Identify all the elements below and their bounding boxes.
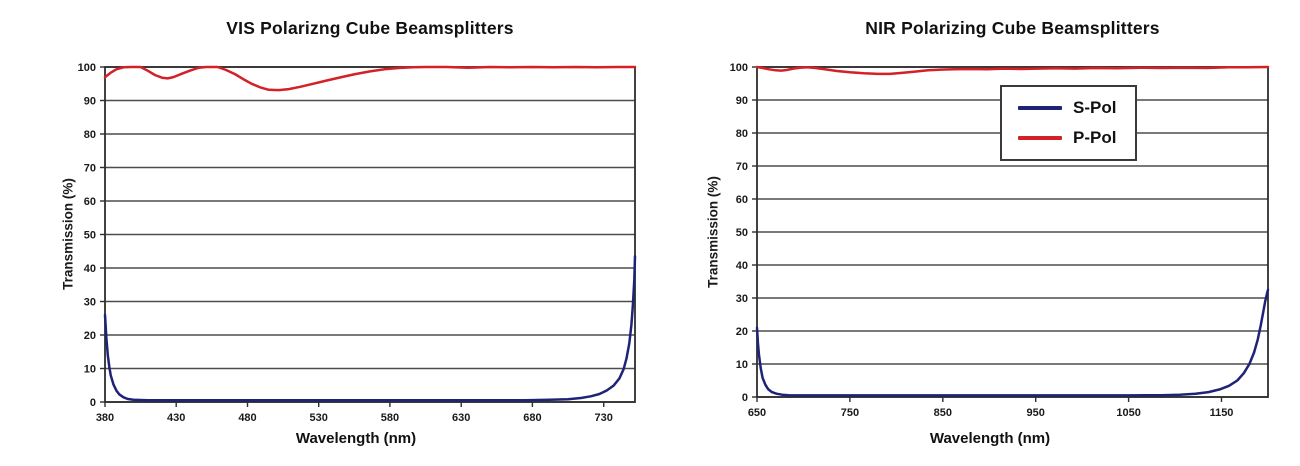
y-tick-label: 20 — [84, 330, 96, 342]
nir-plot-area: 0 10 20 30 40 50 60 70 80 90 100 650 750 850 950 1050 11… — [730, 62, 1270, 419]
x-tick-label: 650 — [748, 407, 766, 419]
y-tick-label: 10 — [736, 359, 748, 371]
legend: S-Pol P-Pol — [1000, 85, 1137, 161]
x-tick-label: 580 — [381, 412, 399, 424]
y-tick-label: 0 — [742, 392, 748, 404]
legend-label-s-pol: S-Pol — [1073, 97, 1117, 117]
p-pol-line-swatch — [1018, 136, 1062, 141]
y-tick-label: 80 — [736, 128, 748, 140]
y-tick-label: 100 — [78, 62, 96, 74]
y-tick-label: 30 — [736, 293, 748, 305]
y-tick-label: 70 — [84, 163, 96, 175]
x-tick-label: 530 — [310, 412, 328, 424]
x-tick-label: 430 — [167, 412, 185, 424]
x-tick-label: 850 — [934, 407, 952, 419]
series-line-s-pol — [103, 255, 637, 402]
nir-x-axis-label: Wavelength (nm) — [929, 430, 1051, 447]
s-pol-line-swatch — [1018, 105, 1062, 110]
x-tick-label: 750 — [841, 407, 859, 419]
series-line-s-pol — [755, 288, 1270, 397]
y-tick-label: 50 — [736, 227, 748, 239]
plot-border — [756, 66, 1269, 398]
y-tick-label: 10 — [84, 364, 96, 376]
series-line-p-pol — [755, 65, 1270, 76]
x-tick-label: 380 — [96, 412, 114, 424]
y-tick-label: 40 — [736, 260, 748, 272]
y-tick-label: 0 — [90, 397, 96, 409]
legend-item-s-pol: S-Pol — [1002, 98, 1135, 118]
y-tick-label: 90 — [736, 95, 748, 107]
nir-chart: NIR Polarizing Cube Beamsplitters Transm… — [650, 0, 1300, 466]
y-tick-label: 60 — [84, 196, 96, 208]
legend-label-p-pol: P-Pol — [1073, 128, 1117, 148]
y-tick-label: 70 — [736, 161, 748, 173]
y-tick-label: 80 — [84, 129, 96, 141]
x-tick-label: 1050 — [1116, 407, 1140, 419]
x-tick-label: 480 — [238, 412, 256, 424]
legend-item-p-pol: P-Pol — [1002, 128, 1135, 148]
y-tick-label: 100 — [730, 62, 748, 74]
y-tick-label: 90 — [84, 96, 96, 108]
x-tick-label: 1150 — [1210, 407, 1234, 419]
x-tick-label: 950 — [1027, 407, 1045, 419]
x-tick-label: 680 — [523, 412, 541, 424]
y-tick-label: 40 — [84, 263, 96, 275]
y-tick-label: 30 — [84, 297, 96, 309]
plot-border — [104, 66, 636, 403]
y-tick-label: 50 — [84, 230, 96, 242]
vis-x-axis-label: Wavelength (nm) — [295, 430, 417, 447]
vis-plot-area: 0 10 20 30 40 50 60 70 80 90 100 380 430 480 530 580 630… — [78, 62, 637, 424]
vis-chart: VIS Polarizng Cube Beamsplitters Transmi… — [61, 18, 637, 447]
y-tick-label: 60 — [736, 194, 748, 206]
y-tick-label: 20 — [736, 326, 748, 338]
x-tick-label: 730 — [595, 412, 613, 424]
series-line-p-pol — [103, 65, 637, 92]
x-tick-label: 630 — [452, 412, 470, 424]
vis-chart-title: VIS Polarizng Cube Beamsplitters — [226, 18, 514, 38]
nir-chart-title: NIR Polarizing Cube Beamsplitters — [865, 18, 1160, 38]
